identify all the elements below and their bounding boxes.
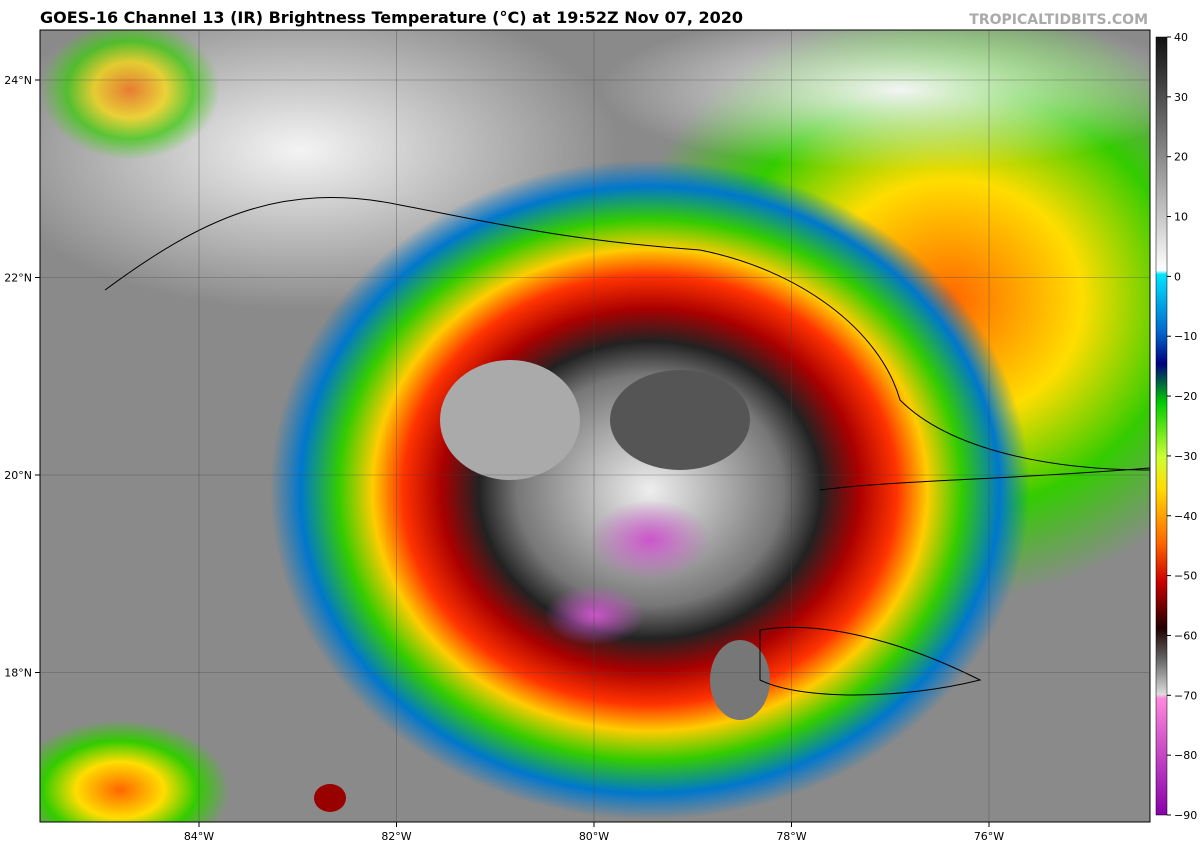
colorbar-label: −80	[1174, 749, 1197, 762]
lat-label: 22°N	[4, 272, 32, 285]
lat-label: 24°N	[4, 74, 32, 87]
map-frame	[39, 29, 1151, 823]
colorbar	[1155, 36, 1168, 816]
lon-label: 76°W	[974, 830, 1004, 843]
colorbar-label: −90	[1174, 809, 1197, 822]
colorbar-label: 10	[1174, 211, 1188, 224]
colorbar-label: −60	[1174, 629, 1197, 642]
colorbar-label: −10	[1174, 330, 1197, 343]
colorbar-label: −50	[1174, 570, 1197, 583]
lon-label: 84°W	[184, 830, 214, 843]
title: GOES-16 Channel 13 (IR) Brightness Tempe…	[40, 8, 743, 27]
colorbar-label: 30	[1174, 91, 1188, 104]
lon-label: 78°W	[776, 830, 806, 843]
colorbar-label: −70	[1174, 689, 1197, 702]
colorbar-label: −20	[1174, 390, 1197, 403]
colorbar-label: −40	[1174, 510, 1197, 523]
lon-label: 82°W	[381, 830, 411, 843]
lon-label: 80°W	[579, 830, 609, 843]
colorbar-label: 0	[1174, 270, 1181, 283]
source: TROPICALTIDBITS.COM	[969, 12, 1148, 28]
colorbar-label: 20	[1174, 151, 1188, 164]
lat-label: 18°N	[4, 667, 32, 680]
colorbar-label: −30	[1174, 450, 1197, 463]
lat-label: 20°N	[4, 469, 32, 482]
colorbar-label: 40	[1174, 31, 1188, 44]
